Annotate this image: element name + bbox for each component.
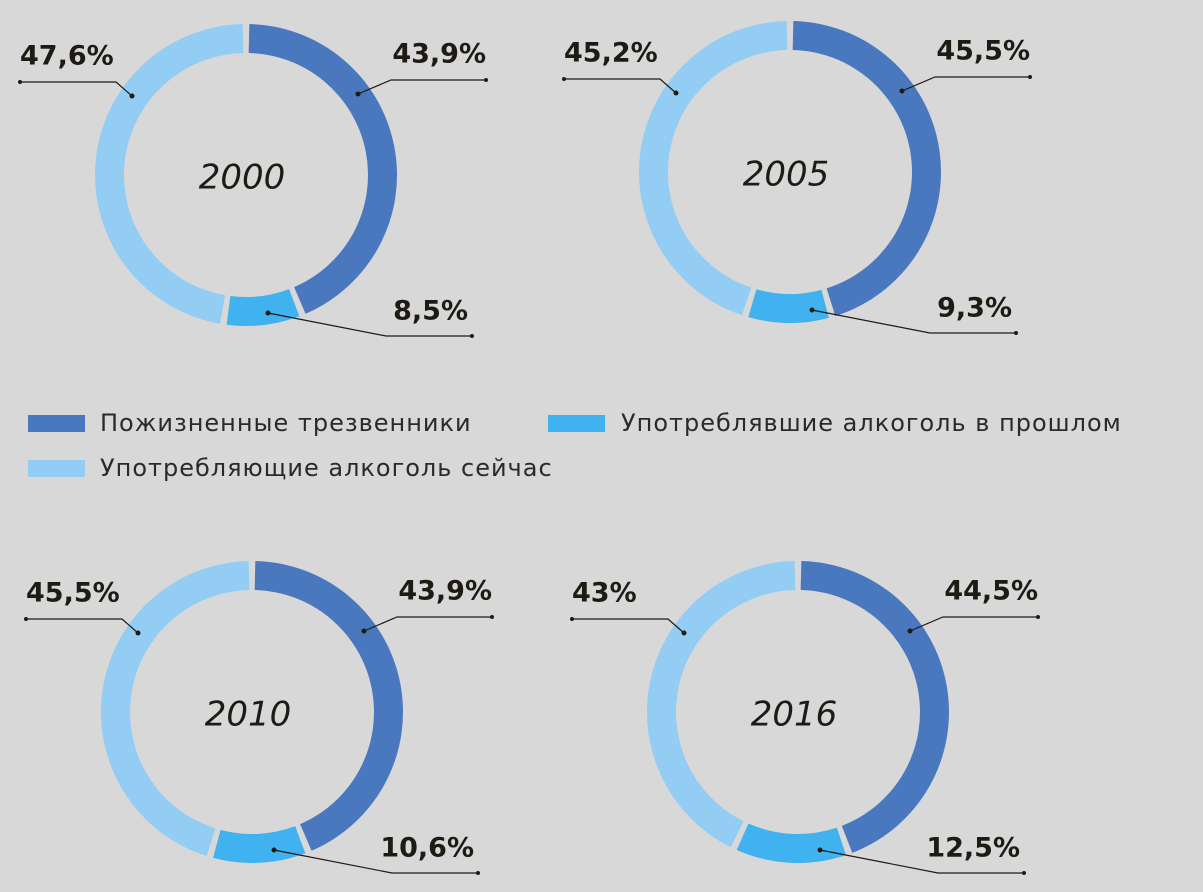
legend-label: Употреблявшие алкоголь в прошлом (621, 409, 1122, 437)
value-label: 43,9% (392, 39, 486, 70)
leader-dot (899, 88, 905, 94)
year-label: 2010 (205, 695, 292, 735)
value-label: 43% (572, 578, 637, 609)
leader-dot (265, 310, 271, 316)
donut-segment (254, 561, 403, 851)
legend-label: Употребляющие алкоголь сейчас (100, 454, 553, 482)
value-label: 9,3% (937, 293, 1012, 324)
leader-dot (809, 307, 815, 313)
leader-dot (470, 334, 474, 338)
donut-segment (792, 21, 941, 317)
leader-line (564, 78, 677, 94)
leader-dot (681, 630, 687, 636)
leader-dot (24, 617, 28, 621)
value-label: 8,5% (393, 296, 468, 327)
donut-segment (748, 289, 829, 323)
leader-line (909, 616, 1038, 632)
donut-segment (248, 24, 397, 314)
leader-dot (484, 78, 488, 82)
leader-line (267, 312, 472, 337)
leader-dot (1036, 615, 1040, 619)
leader-dot (129, 93, 135, 99)
value-label: 12,5% (926, 833, 1020, 864)
year-label: 2016 (751, 695, 838, 735)
leader-line (26, 618, 139, 634)
leader-line (811, 309, 1016, 334)
leader-dot (1028, 75, 1032, 79)
donut-segment (226, 289, 300, 326)
donut-segment (213, 826, 306, 864)
leader-dot (271, 847, 277, 853)
year-label: 2000 (199, 158, 286, 198)
value-label: 47,6% (20, 41, 114, 72)
donut-segment (800, 561, 949, 853)
legend-swatch (28, 415, 85, 432)
leader-dot (18, 80, 22, 84)
leader-dot (476, 871, 480, 875)
leader-line (273, 849, 478, 874)
value-label: 10,6% (380, 833, 474, 864)
value-label: 45,5% (936, 36, 1030, 67)
leader-line (20, 81, 133, 97)
legend-swatch (28, 460, 85, 477)
leader-dot (570, 617, 574, 621)
leader-dot (135, 630, 141, 636)
leader-line (357, 79, 486, 95)
leader-dot (355, 91, 361, 97)
year-label: 2005 (743, 155, 830, 195)
value-label: 45,2% (564, 38, 658, 69)
value-label: 43,9% (398, 576, 492, 607)
leader-dot (1014, 331, 1018, 335)
legend-label: Пожизненные трезвенники (100, 409, 472, 437)
leader-dot (907, 628, 913, 634)
value-label: 44,5% (944, 576, 1038, 607)
leader-line (363, 616, 492, 632)
leader-dot (490, 615, 494, 619)
leader-dot (673, 90, 679, 96)
donut-segment (95, 24, 244, 324)
leader-line (901, 76, 1030, 92)
leader-line (572, 618, 685, 634)
legend-swatch (548, 415, 605, 432)
value-label: 45,5% (26, 578, 120, 609)
donut-segment (736, 823, 847, 864)
leader-dot (817, 847, 823, 853)
leader-dot (1022, 871, 1026, 875)
leader-dot (562, 77, 566, 81)
leader-dot (361, 628, 367, 634)
leader-line (819, 849, 1024, 874)
